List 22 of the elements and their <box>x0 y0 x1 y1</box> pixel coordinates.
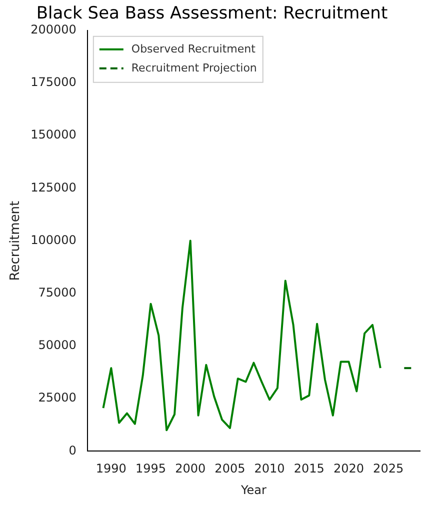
x-tick-label: 2020 <box>333 462 364 476</box>
x-tick-label: 2015 <box>294 462 324 476</box>
legend-label: Observed Recruitment <box>131 42 256 56</box>
chart-title: Black Sea Bass Assessment: Recruitment <box>36 4 388 24</box>
legend-label: Recruitment Projection <box>131 61 257 74</box>
x-tick-label: 2025 <box>373 462 404 476</box>
x-tick-label: 2005 <box>214 462 246 476</box>
y-tick-label: 175000 <box>30 75 76 90</box>
y-tick-label: 100000 <box>30 232 76 247</box>
x-tick-label: 2010 <box>254 462 285 476</box>
y-tick-label: 200000 <box>30 22 76 37</box>
y-tick-label: 25000 <box>38 390 76 405</box>
y-tick-label: 75000 <box>38 286 76 300</box>
y-tick-label: 0 <box>68 443 76 458</box>
y-tick-label: 50000 <box>38 338 76 352</box>
x-tick-label: 1990 <box>96 462 126 476</box>
x-axis-title: Year <box>240 482 266 497</box>
y-tick-label: 150000 <box>30 128 76 142</box>
x-tick-label: 2000 <box>175 462 206 476</box>
y-axis-title: Recruitment <box>8 200 24 281</box>
y-tick-label: 125000 <box>30 180 76 194</box>
x-tick-label: 1995 <box>135 462 166 476</box>
